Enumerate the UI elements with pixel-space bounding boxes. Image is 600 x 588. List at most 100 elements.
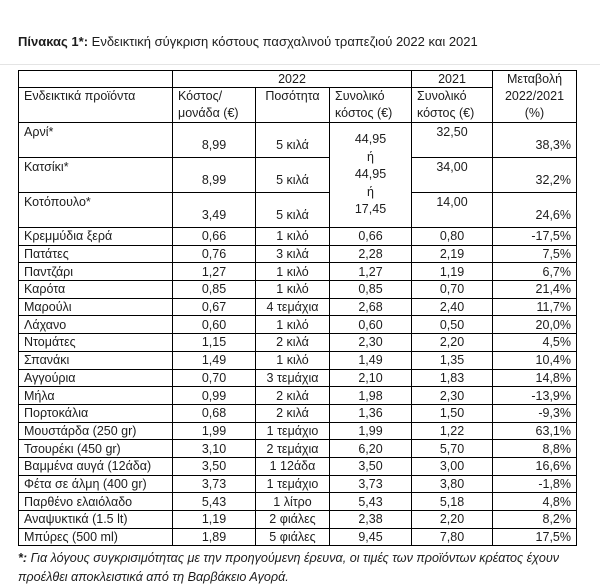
change-cell: 8,8% bbox=[492, 439, 577, 458]
quantity-cell: 1 λίτρο bbox=[255, 492, 330, 511]
unit-cost-cell: 0,99 bbox=[172, 386, 256, 405]
total-2021-cell: 1,35 bbox=[411, 350, 493, 370]
quantity-cell: 1 κιλό bbox=[255, 280, 330, 299]
total-2021-cell: 1,50 bbox=[411, 403, 493, 423]
quantity-cell: 5 κιλά bbox=[255, 192, 330, 228]
product-cell: Κοτόπουλο* bbox=[18, 192, 173, 228]
unit-cost-cell: 1,49 bbox=[172, 350, 256, 370]
unit-cost-cell: 3,10 bbox=[172, 439, 256, 458]
table-row: Κατσίκι* 8,99 5 κιλά 34,00 32,2% bbox=[18, 157, 577, 193]
product-cell: Πορτοκάλια bbox=[18, 403, 173, 423]
table-row: Ντομάτες 1,15 2 κιλά 2,30 2,20 4,5% bbox=[18, 333, 577, 352]
meat-total-2022-cell: 44,95 ή 44,95 ή 17,45 bbox=[329, 122, 412, 228]
quantity-header: Ποσότητα bbox=[255, 87, 330, 123]
change-cell: 11,7% bbox=[492, 297, 577, 317]
table-row: Κρεμμύδια ξερά 0,66 1 κιλό 0,66 0,80 -17,5% bbox=[18, 227, 577, 246]
change-cell: 14,8% bbox=[492, 368, 577, 388]
unit-cost-cell: 0,76 bbox=[172, 244, 256, 264]
total-2021-cell: 2,19 bbox=[411, 244, 493, 264]
change-cell: 17,5% bbox=[492, 527, 577, 547]
cost-per-unit-header: Κόστος/ μονάδα (€) bbox=[172, 87, 256, 123]
unit-cost-cell: 0,60 bbox=[172, 315, 256, 335]
footnote: *: Για λόγους συγκρισιμότητας με την προ… bbox=[18, 549, 580, 586]
year-2022-header: 2022 bbox=[172, 70, 412, 88]
change-cell: 7,5% bbox=[492, 244, 577, 264]
unit-cost-cell: 1,89 bbox=[172, 527, 256, 547]
table-row: Σπανάκι 1,49 1 κιλό 1,49 1,35 10,4% bbox=[18, 350, 577, 370]
unit-cost-cell: 5,43 bbox=[172, 492, 256, 511]
product-cell: Κρεμμύδια ξερά bbox=[18, 227, 173, 246]
unit-cost-cell: 1,15 bbox=[172, 333, 256, 352]
product-cell: Κατσίκι* bbox=[18, 157, 173, 193]
table-row: Πορτοκάλια 0,68 2 κιλά 1,36 1,50 -9,3% bbox=[18, 403, 577, 423]
total-2021-cell: 0,80 bbox=[411, 227, 493, 246]
total-2021-cell: 2,20 bbox=[411, 333, 493, 352]
quantity-cell: 3 κιλά bbox=[255, 244, 330, 264]
table-row: Τσουρέκι (450 gr) 3,10 2 τεμάχια 6,20 5,70 8,… bbox=[18, 439, 577, 458]
change-header: Μεταβολή 2022/2021 (%) bbox=[492, 70, 577, 123]
quantity-cell: 5 φιάλες bbox=[255, 527, 330, 547]
table-row: Λάχανο 0,60 1 κιλό 0,60 0,50 20,0% bbox=[18, 315, 577, 335]
total-2022-cell: 3,73 bbox=[329, 474, 412, 494]
empty-header-cell bbox=[18, 70, 173, 88]
quantity-cell: 2 κιλά bbox=[255, 403, 330, 423]
change-cell: -1,8% bbox=[492, 474, 577, 494]
quantity-cell: 2 κιλά bbox=[255, 333, 330, 352]
quantity-cell: 2 κιλά bbox=[255, 386, 330, 405]
change-cell: 16,6% bbox=[492, 456, 577, 476]
change-cell: 8,2% bbox=[492, 510, 577, 529]
header-row-columns: Ενδεικτικά προϊόντα Κόστος/ μονάδα (€) Π… bbox=[18, 87, 577, 123]
table-row: Παντζάρι 1,27 1 κιλό 1,27 1,19 6,7% bbox=[18, 262, 577, 282]
products-header: Ενδεικτικά προϊόντα bbox=[18, 87, 173, 123]
table-row: Μπύρες (500 ml) 1,89 5 φιάλες 9,45 7,80 17,5% bbox=[18, 527, 577, 547]
total-2021-cell: 34,00 bbox=[411, 157, 493, 193]
table-body: Αρνί* 8,99 5 κιλά 44,95 ή 44,95 ή 17,45 32,5… bbox=[18, 122, 577, 547]
total-2021-cell: 14,00 bbox=[411, 192, 493, 228]
caption-text: Ενδεικτική σύγκριση κόστους πασχαλινού τ… bbox=[88, 34, 478, 49]
total-2022-cell: 2,30 bbox=[329, 333, 412, 352]
change-cell: 63,1% bbox=[492, 421, 577, 441]
footnote-prefix: *: bbox=[18, 551, 31, 565]
change-cell: 38,3% bbox=[492, 122, 577, 158]
total-2022-cell: 0,85 bbox=[329, 280, 412, 299]
total-cost-2021-header: Συνολικό κόστος (€) bbox=[411, 87, 493, 123]
product-cell: Ντομάτες bbox=[18, 333, 173, 352]
product-cell: Παντζάρι bbox=[18, 262, 173, 282]
unit-cost-cell: 3,49 bbox=[172, 192, 256, 228]
change-cell: 10,4% bbox=[492, 350, 577, 370]
table-row: Πατάτες 0,76 3 κιλά 2,28 2,19 7,5% bbox=[18, 244, 577, 264]
change-cell: 4,8% bbox=[492, 492, 577, 511]
unit-cost-cell: 8,99 bbox=[172, 157, 256, 193]
total-2021-cell: 32,50 bbox=[411, 122, 493, 158]
product-cell: Παρθένο ελαιόλαδο bbox=[18, 492, 173, 511]
product-cell: Βαμμένα αυγά (12άδα) bbox=[18, 456, 173, 476]
total-2022-cell: 9,45 bbox=[329, 527, 412, 547]
product-cell: Τσουρέκι (450 gr) bbox=[18, 439, 173, 458]
quantity-cell: 4 τεμάχια bbox=[255, 297, 330, 317]
quantity-cell: 1 κιλό bbox=[255, 262, 330, 282]
total-2022-cell: 1,27 bbox=[329, 262, 412, 282]
quantity-cell: 3 τεμάχια bbox=[255, 368, 330, 388]
total-2022-cell: 1,49 bbox=[329, 350, 412, 370]
product-cell: Αναψυκτικά (1.5 lt) bbox=[18, 510, 173, 529]
total-2022-cell: 0,60 bbox=[329, 315, 412, 335]
product-cell: Καρότα bbox=[18, 280, 173, 299]
unit-cost-cell: 0,67 bbox=[172, 297, 256, 317]
quantity-cell: 2 τεμάχια bbox=[255, 439, 330, 458]
total-2021-cell: 1,19 bbox=[411, 262, 493, 282]
table-row: Μήλα 0,99 2 κιλά 1,98 2,30 -13,9% bbox=[18, 386, 577, 405]
divider bbox=[0, 64, 600, 65]
quantity-cell: 1 τεμάχιο bbox=[255, 474, 330, 494]
total-2022-cell: 2,68 bbox=[329, 297, 412, 317]
unit-cost-cell: 1,99 bbox=[172, 421, 256, 441]
total-2021-cell: 1,22 bbox=[411, 421, 493, 441]
product-cell: Σπανάκι bbox=[18, 350, 173, 370]
header-row-groups: 2022 2021 Μεταβολή 2022/2021 (%) bbox=[18, 70, 577, 123]
change-cell: -9,3% bbox=[492, 403, 577, 423]
quantity-cell: 5 κιλά bbox=[255, 157, 330, 193]
table-row: Αρνί* 8,99 5 κιλά 44,95 ή 44,95 ή 17,45 32,5… bbox=[18, 122, 577, 228]
change-cell: 20,0% bbox=[492, 315, 577, 335]
product-cell: Μαρούλι bbox=[18, 297, 173, 317]
product-cell: Μήλα bbox=[18, 386, 173, 405]
table-row: Μουστάρδα (250 gr) 1,99 1 τεμάχιο 1,99 1,22 6… bbox=[18, 421, 577, 441]
